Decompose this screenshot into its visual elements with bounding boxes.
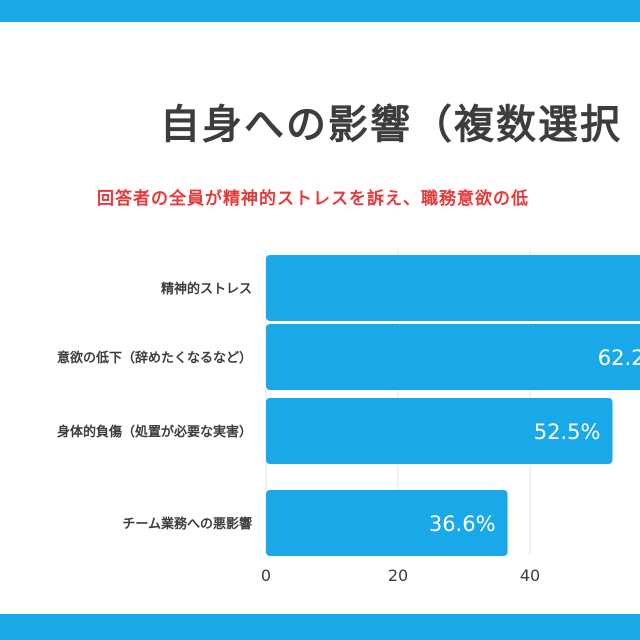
x-tick-label: 40: [520, 566, 540, 585]
bar: [266, 255, 640, 321]
x-tick-label: 20: [388, 566, 408, 585]
chart-subtitle: 回答者の全員が精神的ストレスを訴え、職務意欲の低: [97, 189, 529, 209]
category-label: 身体的負傷（処置が必要な実害）: [57, 424, 252, 440]
bar: [266, 490, 508, 556]
value-label: 62.2%: [598, 346, 640, 370]
bottom-frame-band: [0, 614, 640, 640]
bar: [266, 398, 613, 464]
category-label: 意欲の低下（辞めたくなるなど）: [57, 350, 252, 366]
top-frame-band: [0, 0, 640, 22]
bar: [266, 324, 640, 390]
chart-title: 自身への影響（複数選択: [160, 102, 622, 148]
x-tick-label: 0: [261, 566, 271, 585]
category-label: 精神的ストレス: [161, 281, 252, 297]
value-label: 36.6%: [429, 512, 496, 536]
value-label: 52.5%: [534, 420, 601, 444]
category-label: チーム業務への悪影響: [122, 516, 252, 532]
